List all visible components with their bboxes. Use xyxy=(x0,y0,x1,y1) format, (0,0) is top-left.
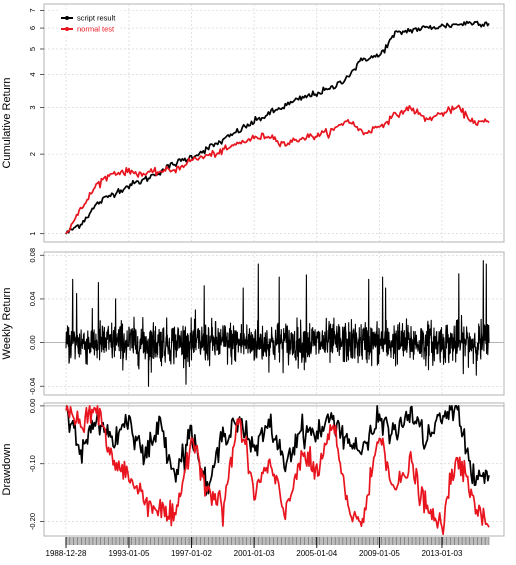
y-tick-label: 4 xyxy=(28,73,37,77)
legend: script result normal test xyxy=(57,9,121,37)
x-axis: 1988-12-28 1993-01-05 1997-01-02 2001-01-03… xyxy=(46,537,490,558)
y-tick-label: 0.08 xyxy=(28,248,37,263)
series-drawdown-script xyxy=(65,405,490,496)
x-tick-label: 1993-01-05 xyxy=(108,549,149,558)
drawdown-panel: -0.20 -0.10 0.00 Drawdown 1988-12-28 1993-0… xyxy=(1,399,505,558)
series-normal-test xyxy=(65,104,490,235)
x-tick-label: 2005-01-04 xyxy=(296,549,337,558)
drawdown-y-ticks: -0.20 -0.10 0.00 xyxy=(28,399,44,530)
weekly-y-ticks: -0.04 0.00 0.04 0.08 xyxy=(28,248,44,395)
y-tick-label: 0.04 xyxy=(28,292,37,307)
cumulative-return-panel: 1 2 3 4 5 6 7 Cumulative Return script result … xyxy=(1,3,505,243)
y-tick-label: -0.10 xyxy=(28,455,37,472)
x-tick-label: 1997-01-02 xyxy=(171,549,212,558)
y-tick-label: 3 xyxy=(28,106,37,110)
cumulative-series xyxy=(65,20,490,235)
x-tick-label: 2013-01-03 xyxy=(421,549,462,558)
cumulative-y-ticks: 1 2 3 4 5 6 7 xyxy=(28,8,44,236)
x-tick-label: 2001-01-03 xyxy=(234,549,275,558)
weekly-return-panel: -0.04 0.00 0.04 0.08 Weekly Return xyxy=(1,248,505,396)
cumulative-y-label: Cumulative Return xyxy=(1,77,13,168)
legend-marker-normal xyxy=(65,27,69,31)
y-tick-label: -0.04 xyxy=(28,378,37,395)
y-tick-label: 7 xyxy=(28,8,37,12)
y-tick-label: 2 xyxy=(28,152,37,156)
series-script-result xyxy=(65,20,490,235)
y-tick-label: 1 xyxy=(28,232,37,236)
legend-marker-script xyxy=(65,16,69,20)
weekly-series xyxy=(65,260,490,387)
weekly-frame xyxy=(43,251,505,396)
x-tick-label: 2009-01-05 xyxy=(359,549,400,558)
cumulative-grid xyxy=(44,4,504,242)
legend-label-normal: normal test xyxy=(77,25,115,34)
y-tick-label: 0.00 xyxy=(28,399,37,414)
weekly-y-label: Weekly Return xyxy=(1,288,13,360)
y-tick-label: -0.20 xyxy=(28,513,37,530)
x-tick-label: 1988-12-28 xyxy=(46,549,87,558)
y-tick-label: 6 xyxy=(28,26,37,30)
drawdown-y-label: Drawdown xyxy=(1,444,13,496)
legend-box xyxy=(57,9,121,37)
y-tick-label: 0.00 xyxy=(28,335,37,350)
y-tick-label: 5 xyxy=(28,47,37,51)
drawdown-series xyxy=(65,405,490,536)
drawdown-frame xyxy=(43,402,505,537)
series-drawdown-normal xyxy=(65,405,490,536)
legend-label-script: script result xyxy=(77,14,116,23)
cumulative-frame xyxy=(43,3,505,243)
series-weekly-return xyxy=(65,260,490,387)
